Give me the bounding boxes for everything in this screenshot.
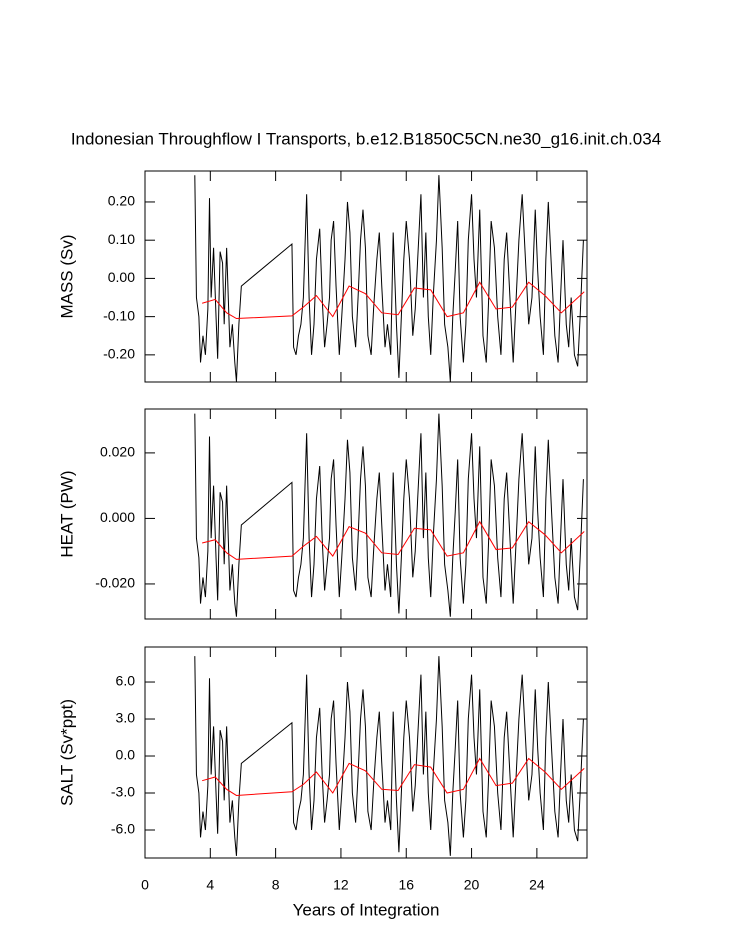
plot-frame [144, 408, 588, 620]
y-tick-label: -0.20 [103, 346, 135, 362]
y-tick-label: 0.10 [108, 231, 135, 247]
y-tick-label: 6.0 [116, 673, 136, 689]
data-line [202, 757, 585, 796]
data-line [194, 656, 584, 856]
y-tick-label: 0.00 [108, 269, 135, 285]
y-tick-label: 0.20 [108, 193, 135, 209]
data-line [202, 520, 585, 560]
x-tick-label: 16 [398, 877, 414, 893]
y-tick-label: 0.0 [116, 747, 136, 763]
y-axis-label: MASS (Sv) [57, 234, 76, 318]
y-tick-label: 3.0 [116, 710, 136, 726]
y-axis-label: SALT (Sv*ppt) [57, 699, 76, 806]
plot-frame [144, 646, 588, 859]
plot-frame [144, 170, 588, 383]
y-tick-label: -3.0 [111, 784, 135, 800]
y-tick-label: 0.020 [100, 444, 135, 460]
data-line [202, 281, 585, 320]
y-tick-label: -6.0 [111, 821, 135, 837]
data-line [194, 413, 584, 617]
chart-title: Indonesian Throughflow I Transports, b.e… [71, 129, 661, 148]
y-tick-label: 0.000 [100, 509, 135, 525]
x-axis-label: Years of Integration [293, 900, 440, 919]
x-tick-label: 12 [333, 877, 349, 893]
data-line [194, 175, 584, 382]
x-tick-label: 0 [141, 877, 149, 893]
x-tick-label: 4 [206, 877, 214, 893]
y-tick-label: -0.020 [95, 575, 135, 591]
x-tick-label: 20 [464, 877, 480, 893]
y-axis-label: HEAT (PW) [57, 470, 76, 557]
y-tick-label: -0.10 [103, 307, 135, 323]
x-tick-label: 24 [529, 877, 545, 893]
x-tick-label: 8 [272, 877, 280, 893]
